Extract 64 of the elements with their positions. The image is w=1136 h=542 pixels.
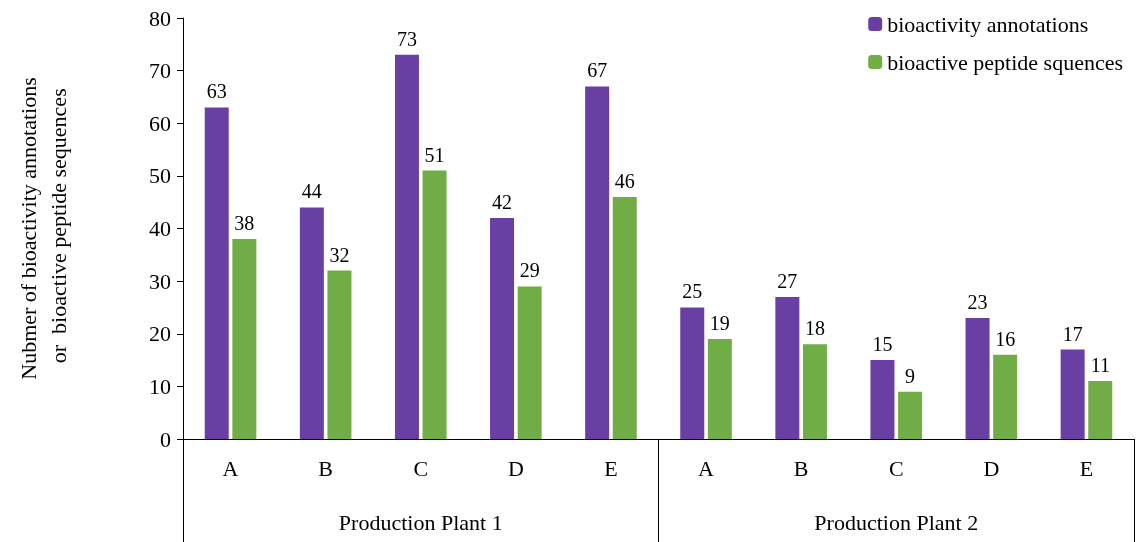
- bar: [327, 270, 352, 439]
- bar: [965, 317, 990, 439]
- y-axis-title: Nubmer of bioactivity annotations or bioactive peptide sequences: [15, 77, 71, 380]
- bar: [802, 344, 827, 439]
- data-label: 73: [396, 27, 417, 50]
- data-label: 63: [206, 80, 227, 103]
- text: Production Plant 1: [338, 509, 503, 535]
- text: Production Plant 2: [814, 509, 979, 535]
- data-label: 29: [519, 259, 540, 282]
- data-label: 16: [995, 327, 1016, 350]
- x-tick-label: C: [413, 455, 429, 481]
- x-tick-label: D: [983, 455, 1000, 481]
- bar: [1060, 349, 1085, 439]
- bar: [1088, 381, 1113, 439]
- y-tick-label: 0: [160, 426, 171, 452]
- x-tick-label: D: [507, 455, 524, 481]
- x-tick-label: E: [604, 455, 618, 481]
- data-label: 67: [587, 59, 608, 82]
- data-label: 23: [967, 290, 988, 313]
- y-tick-label: 80: [149, 5, 171, 31]
- bar: [299, 207, 324, 439]
- y-tick-label: 30: [149, 268, 171, 294]
- bar: [490, 217, 515, 439]
- x-tick-label: A: [222, 455, 239, 481]
- data-label: 15: [872, 333, 893, 356]
- bar: [775, 296, 800, 439]
- bar: [204, 107, 229, 439]
- data-label: 42: [492, 190, 513, 213]
- x-tick-label: E: [1079, 455, 1094, 481]
- y-tick-label: 10: [149, 373, 171, 399]
- data-label: 17: [1062, 322, 1083, 345]
- y-tick-label: 20: [149, 321, 171, 347]
- legend-label: bioactivity annotations: [887, 11, 1089, 37]
- x-tick-label: B: [318, 455, 333, 481]
- data-label: 9: [905, 364, 916, 387]
- bar: [870, 360, 895, 439]
- bar: [232, 239, 257, 439]
- data-label: 19: [709, 312, 730, 335]
- data-label: 38: [234, 212, 255, 235]
- bar: [517, 286, 542, 439]
- bar: [422, 170, 447, 439]
- bar: [394, 54, 419, 439]
- data-label: 11: [1090, 354, 1110, 377]
- y-tick-label: 50: [149, 163, 171, 189]
- data-label: 32: [329, 243, 350, 266]
- bar: [898, 391, 923, 439]
- y-tick-label: 60: [149, 110, 171, 136]
- data-label: 44: [301, 180, 322, 203]
- x-tick-label: A: [698, 455, 715, 481]
- data-label: 18: [804, 317, 825, 340]
- y-tick-label: 40: [149, 216, 171, 241]
- x-tick-label: B: [793, 455, 809, 481]
- bar: [993, 354, 1018, 439]
- y-tick-label: 70: [149, 58, 171, 84]
- data-label: 51: [424, 143, 445, 166]
- bar: [680, 307, 705, 439]
- bar: [612, 196, 637, 439]
- legend-label: bioactive peptide squences: [887, 49, 1124, 75]
- bar: [585, 86, 610, 439]
- bar: [707, 339, 732, 439]
- x-tick-label: C: [888, 455, 904, 481]
- data-label: 27: [777, 269, 798, 292]
- data-label: 25: [682, 280, 703, 303]
- data-label: 46: [614, 169, 635, 192]
